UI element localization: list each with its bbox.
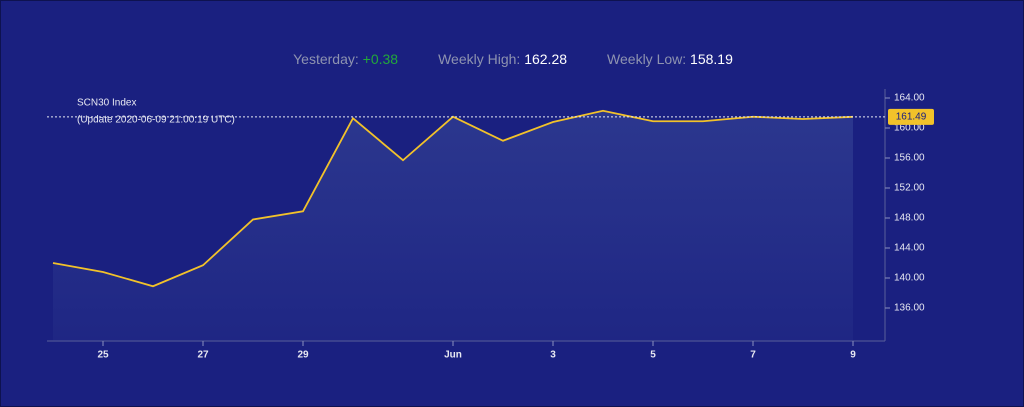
y-tick-label: 148.00 <box>894 213 925 224</box>
last-value-tag <box>888 108 934 125</box>
x-tick-label: 27 <box>197 350 209 361</box>
x-tick-label: 5 <box>650 350 656 361</box>
x-tick-label: 7 <box>750 350 756 361</box>
stat-label: Weekly Low: <box>607 51 687 67</box>
x-tick-label: 3 <box>550 350 556 361</box>
y-tick-label: 156.00 <box>894 153 925 164</box>
stat: Weekly High: 162.28 <box>438 51 567 67</box>
y-tick-label: 144.00 <box>894 243 925 254</box>
y-tick-label: 140.00 <box>894 273 925 284</box>
x-tick-label: 25 <box>97 350 109 361</box>
stat: Weekly Low: 158.19 <box>607 51 733 67</box>
stat-label: Yesterday: <box>293 51 359 67</box>
stats-bar: Yesterday: +0.38 Weekly High: 162.28 Weekl… <box>1 51 1024 67</box>
stat-value: 162.28 <box>524 51 568 67</box>
stat-label: Weekly High: <box>438 51 521 67</box>
x-tick-label: Jun <box>444 350 462 361</box>
y-tick-label: 136.00 <box>894 303 925 314</box>
y-tick-label: 160.00 <box>894 123 925 134</box>
y-tick-label: 152.00 <box>894 183 925 194</box>
stat-value: +0.38 <box>362 51 399 67</box>
stat-value: 158.19 <box>690 51 733 67</box>
stat: Yesterday: +0.38 <box>293 51 398 67</box>
chart-title: SCN30 Index <box>77 98 136 109</box>
last-value-label: 161.49 <box>896 111 927 122</box>
y-tick-label: 164.00 <box>894 93 925 104</box>
x-tick-label: 29 <box>297 350 309 361</box>
x-tick-label: 9 <box>850 350 856 361</box>
area <box>53 110 853 341</box>
chart-subtitle: (Update 2020-06-09 21:00:19 UTC) <box>77 115 235 126</box>
